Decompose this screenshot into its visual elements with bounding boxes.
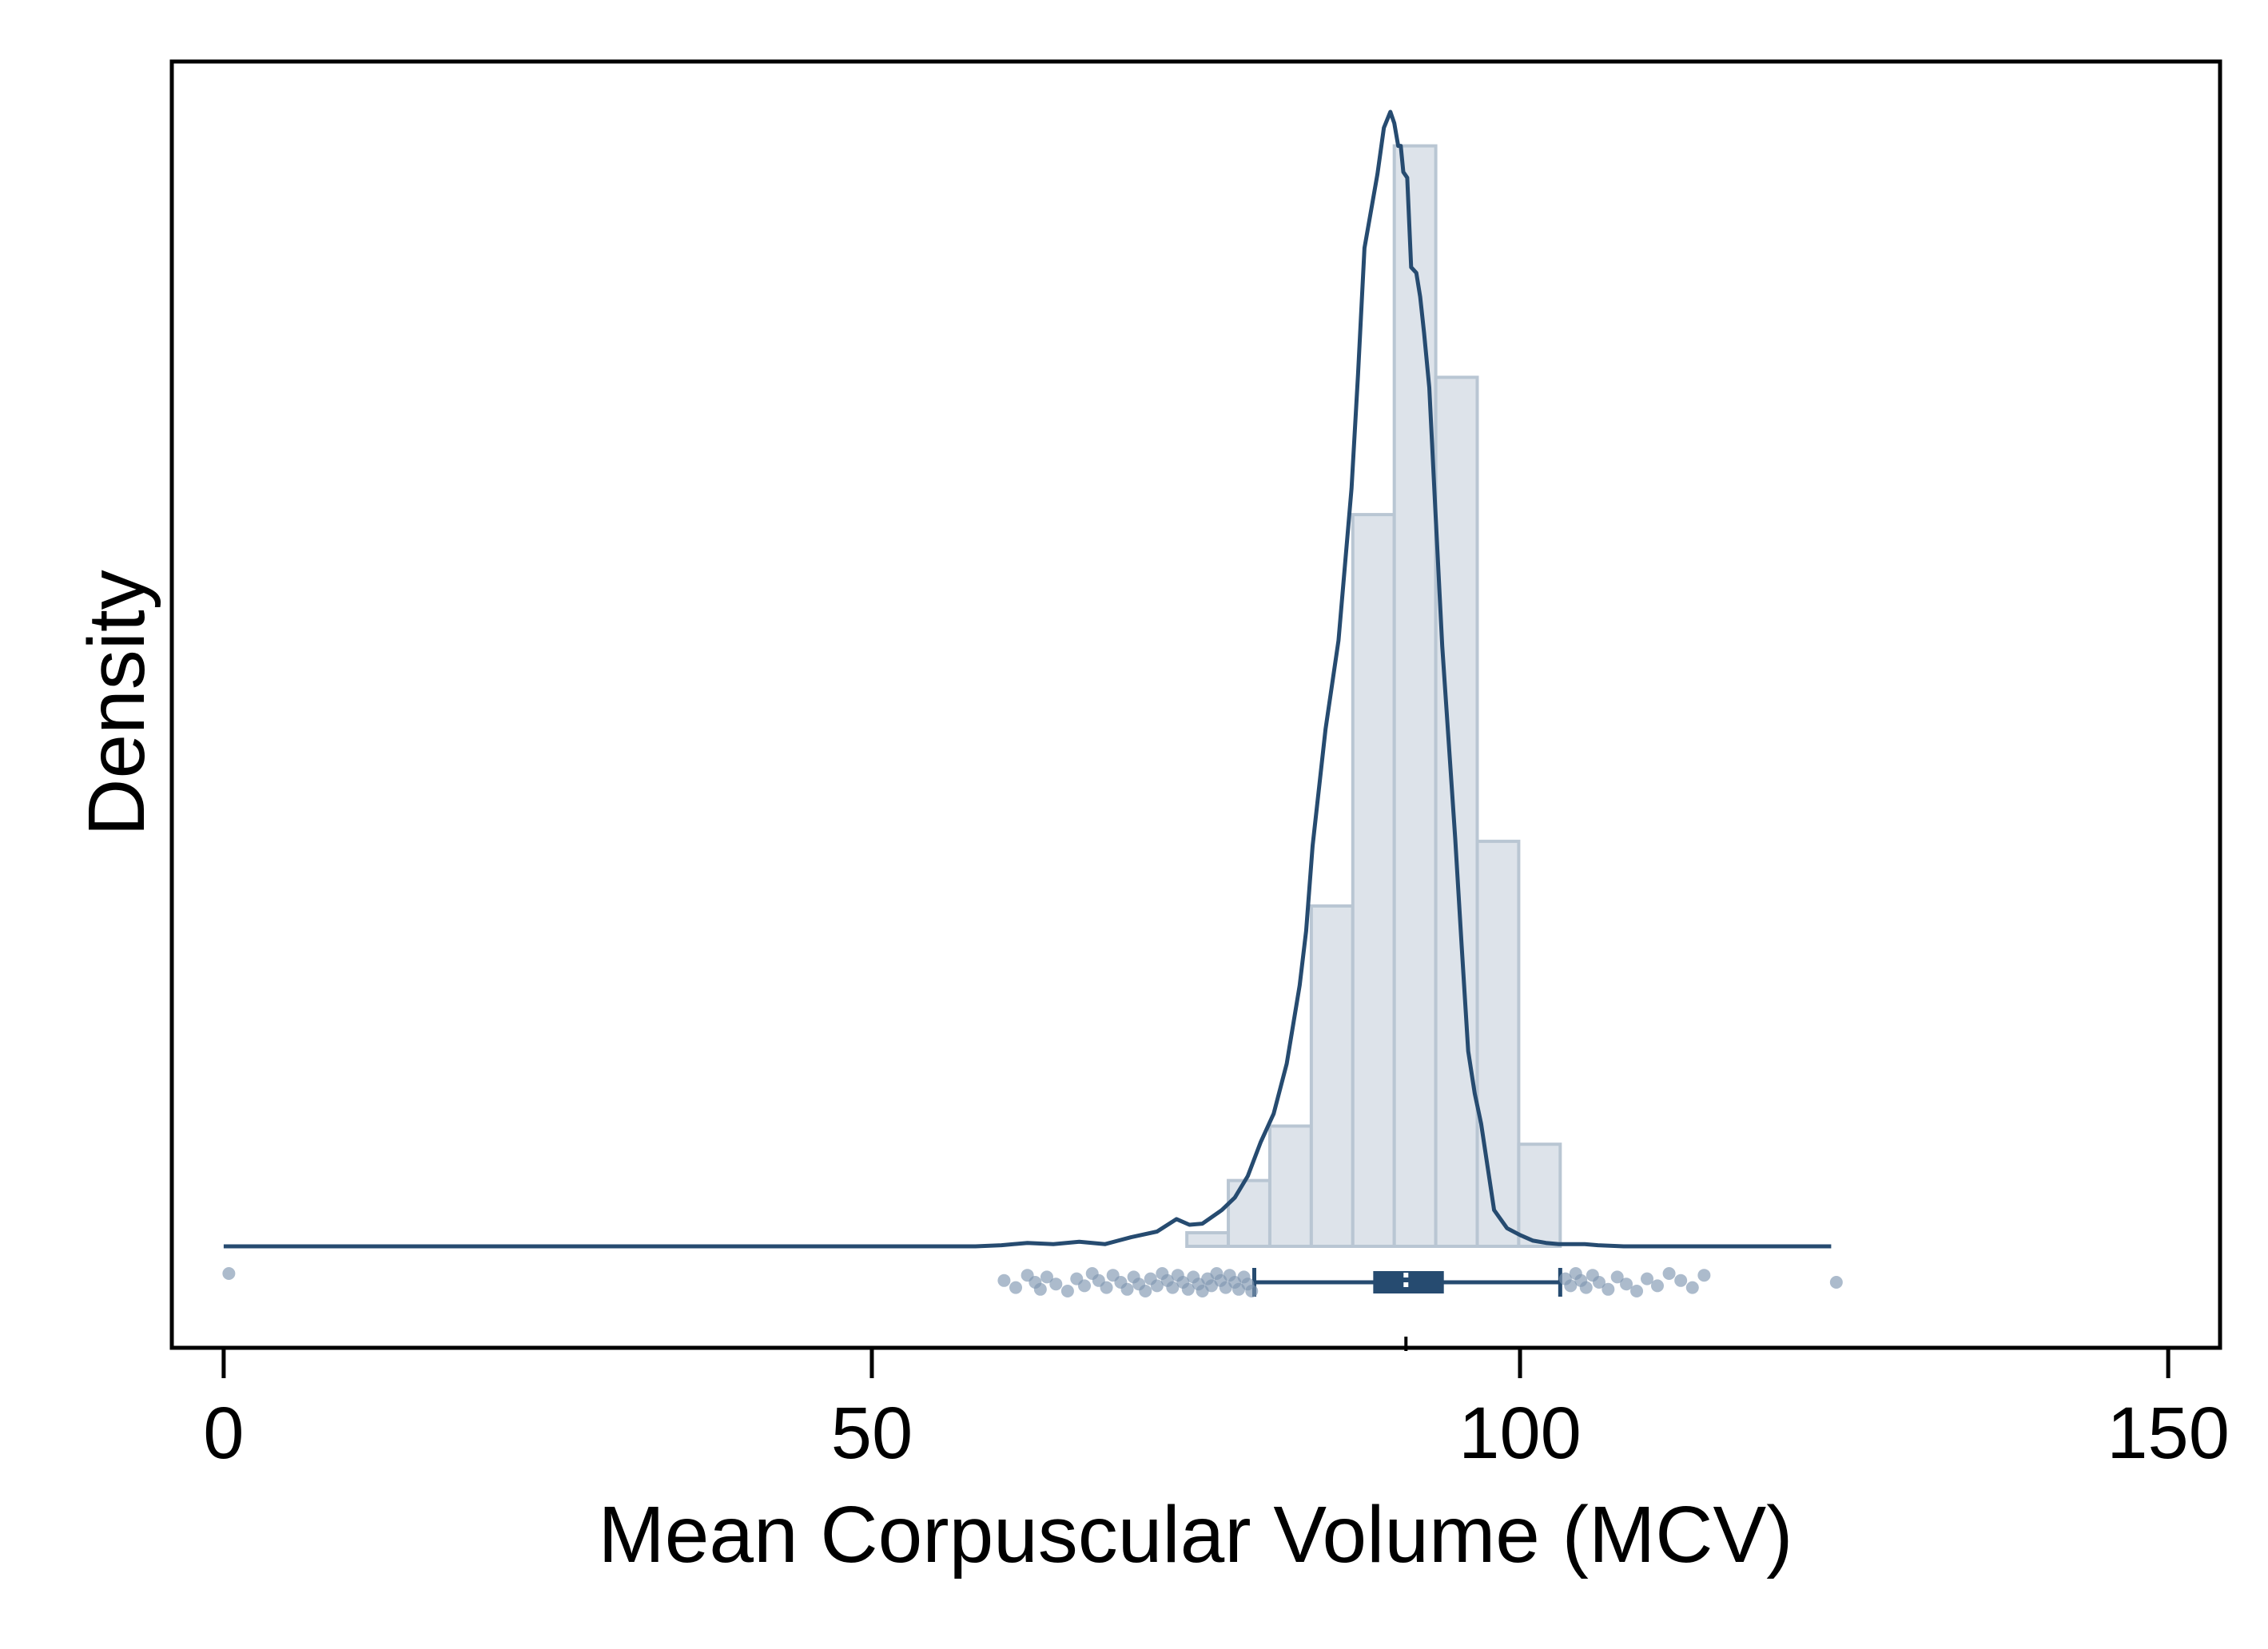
outlier-point xyxy=(1564,1279,1578,1293)
outlier-point xyxy=(1139,1285,1152,1297)
outlier-point xyxy=(1662,1267,1676,1280)
outlier-point xyxy=(1630,1285,1644,1297)
outlier-point xyxy=(1049,1277,1063,1291)
box-iqr xyxy=(1373,1271,1444,1293)
y-axis-label: Density xyxy=(72,570,161,836)
outlier-point xyxy=(1592,1276,1606,1289)
histogram-bar xyxy=(1309,904,1355,1248)
outlier-point xyxy=(1579,1281,1593,1294)
outlier-point xyxy=(1100,1281,1113,1294)
outlier-point xyxy=(1077,1279,1091,1293)
outlier-point xyxy=(1674,1274,1688,1287)
outlier-point xyxy=(1829,1276,1843,1289)
outlier-point xyxy=(1009,1281,1023,1294)
x-axis: 0 50 100 150 xyxy=(203,1337,2230,1474)
boxplot xyxy=(1251,1268,1562,1297)
outlier-point xyxy=(1641,1272,1654,1285)
x-tick-label: 0 xyxy=(203,1393,244,1474)
outlier-point xyxy=(1120,1282,1134,1296)
outlier-point xyxy=(1685,1281,1699,1294)
outlier-point xyxy=(1181,1282,1195,1296)
outlier-point xyxy=(1602,1282,1615,1296)
density-curve xyxy=(223,109,1832,1249)
histogram-bar xyxy=(1267,1124,1313,1248)
histogram-bar xyxy=(1434,375,1479,1248)
outlier-point xyxy=(997,1274,1011,1287)
outlier-point xyxy=(1650,1279,1664,1293)
histogram-bar xyxy=(1517,1142,1562,1248)
histogram-bar xyxy=(1185,1230,1231,1248)
outlier-point xyxy=(1620,1277,1633,1291)
outlier-point xyxy=(1610,1270,1624,1284)
histogram-bars xyxy=(1185,144,1562,1249)
x-tick-label: 100 xyxy=(1458,1393,1582,1474)
outlier-point xyxy=(1166,1281,1180,1294)
outlier-point xyxy=(1060,1285,1074,1297)
outlier-point xyxy=(1040,1270,1053,1284)
x-tick-label: 150 xyxy=(2107,1393,2230,1474)
outlier-point xyxy=(1150,1279,1164,1293)
histogram-bar xyxy=(1392,144,1438,1249)
outlier-point xyxy=(1033,1282,1047,1296)
outlier-point xyxy=(1697,1269,1711,1282)
histogram-bar xyxy=(1475,840,1521,1249)
plot-frame xyxy=(169,59,2222,1350)
histogram-bar xyxy=(1351,513,1396,1248)
outlier-point xyxy=(222,1267,236,1280)
outlier-point xyxy=(1245,1285,1259,1297)
x-axis-label: Mean Corpuscular Volume (MCV) xyxy=(599,1490,1793,1579)
histogram-bar xyxy=(1227,1178,1271,1249)
outlier-points xyxy=(222,1267,1843,1297)
x-tick-label: 50 xyxy=(831,1393,913,1474)
